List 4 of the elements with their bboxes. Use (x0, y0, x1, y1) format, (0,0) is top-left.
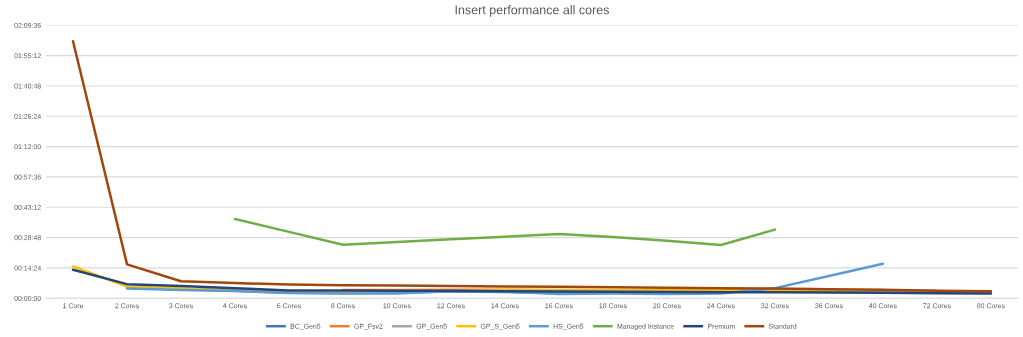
line-series (71, 268, 993, 295)
chart-title: Insert performance all cores (455, 5, 609, 17)
line-series (71, 40, 993, 293)
line-series (233, 217, 777, 247)
